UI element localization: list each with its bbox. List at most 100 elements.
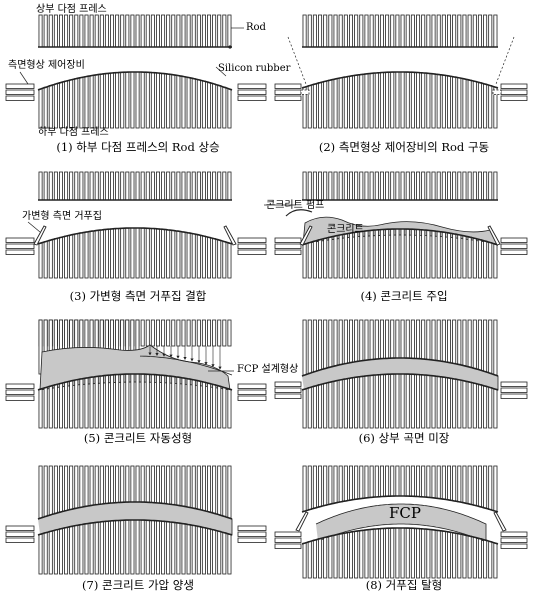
lower-rod [379, 374, 384, 429]
fcp-label: FCP [389, 504, 421, 522]
lower-rod [38, 388, 43, 429]
lower-rod [467, 236, 472, 279]
lower-rod [364, 375, 369, 429]
upper-rod [385, 171, 390, 201]
lower-rod [462, 235, 467, 279]
upper-rod [53, 465, 58, 514]
upper-rod [369, 465, 374, 498]
annotation-side-form: 가변형 측면 거푸집 [22, 210, 102, 222]
lower-rod [431, 73, 436, 129]
side-device-right [237, 243, 267, 249]
lower-rod [364, 529, 369, 579]
upper-rod [333, 171, 338, 201]
upper-rod [431, 14, 436, 48]
upper-rod [472, 171, 477, 201]
upper-rod [348, 319, 353, 363]
upper-rod [426, 465, 431, 498]
upper-rod [446, 465, 451, 501]
upper-rod [472, 319, 477, 369]
silicon-rubber [301, 527, 499, 545]
upper-rod [431, 171, 436, 201]
lower-rod [222, 532, 227, 575]
silicon-rubber [37, 227, 233, 245]
panel-5: FCP 설계형상 (5) 콘크리트 자동성형 [5, 319, 298, 445]
upper-rod [120, 171, 125, 201]
upper-rod [104, 14, 109, 48]
upper-rod [483, 465, 488, 509]
lower-rod [150, 520, 155, 575]
upper-rod [318, 465, 323, 508]
upper-rod [343, 465, 348, 502]
lower-rod [84, 231, 89, 279]
upper-rod [369, 319, 374, 360]
lower-rod [421, 72, 426, 129]
lower-rod [307, 387, 312, 429]
side-form-left [295, 511, 309, 532]
upper-rod [155, 465, 160, 504]
upper-rod-pressed [186, 319, 191, 347]
lower-rod [431, 529, 436, 579]
upper-rod [155, 14, 160, 48]
lower-rod [48, 239, 53, 279]
upper-rod [104, 171, 109, 201]
upper-rod [462, 14, 467, 48]
lower-rod [79, 232, 84, 279]
upper-rod [374, 319, 379, 360]
upper-rod-pressed [222, 319, 227, 347]
lower-rod [488, 541, 493, 579]
upper-rod [488, 14, 493, 48]
upper-rod [312, 14, 317, 48]
upper-rod [227, 465, 232, 519]
upper-rod [94, 14, 99, 48]
push-arrow-head [218, 366, 222, 370]
upper-rod [343, 171, 348, 201]
push-arrow-head [183, 357, 187, 361]
lower-rod [58, 382, 63, 429]
upper-rod [348, 14, 353, 48]
lower-rod [416, 72, 421, 129]
upper-rod [161, 171, 166, 201]
lower-rod [48, 530, 53, 575]
lower-rod [227, 88, 232, 129]
lower-rod [130, 519, 135, 575]
side-device-left [5, 395, 35, 401]
side-device-left [5, 243, 35, 249]
panel-7: (7) 콘크리트 가압 양생 [5, 465, 267, 592]
lower-rod [222, 86, 227, 129]
upper-rod [323, 465, 328, 506]
lower-rod [436, 74, 441, 129]
upper-rod [99, 465, 104, 505]
upper-rod [385, 465, 390, 497]
side-device-right [500, 83, 528, 89]
upper-rod [343, 14, 348, 48]
upper-rod [385, 14, 390, 48]
lower-rod [201, 381, 206, 429]
lower-rod [69, 380, 74, 429]
lower-rod [58, 82, 63, 129]
lower-rod [467, 535, 472, 579]
upper-rod [390, 465, 395, 497]
upper-rod [43, 465, 48, 517]
lower-rod [110, 228, 115, 279]
lower-rod [89, 75, 94, 129]
upper-rod [150, 465, 155, 503]
upper-rod [395, 14, 400, 48]
upper-rod [166, 14, 171, 48]
lower-rod [436, 376, 441, 429]
upper-rod [488, 465, 493, 510]
lower-rod [125, 519, 130, 575]
lower-rod [145, 519, 150, 575]
lower-rod [457, 77, 462, 129]
side-device-left [5, 249, 35, 255]
upper-rod [379, 171, 384, 201]
upper-rod [176, 465, 181, 506]
upper-rod [436, 319, 441, 362]
lower-rod [354, 376, 359, 429]
panel-4-drawing [264, 171, 528, 279]
lower-rod [212, 384, 217, 429]
lower-rod [379, 528, 384, 579]
lower-rod [333, 78, 338, 129]
lower-rod [426, 528, 431, 579]
upper-rod [196, 171, 201, 201]
